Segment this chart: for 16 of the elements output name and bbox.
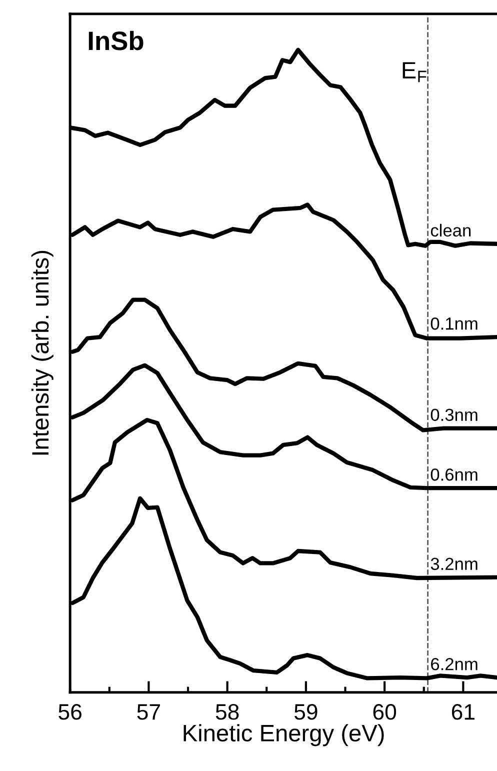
series-label: 0.6nm <box>430 468 478 481</box>
series-label: 6.2nm <box>431 658 478 670</box>
x-tick-label: 58 <box>216 704 239 720</box>
x-tick-label: 56 <box>58 704 82 720</box>
annotation: InSb <box>88 30 144 50</box>
series-label: 0.1nm <box>430 317 478 330</box>
x-tick-label: 59 <box>294 704 318 720</box>
x-axis-title: Kinetic Energy (eV) <box>184 724 384 746</box>
series-label: 0.3nm <box>430 408 478 422</box>
y-axis-title: Intensity (arb. units) <box>31 250 54 455</box>
x-tick-label: 60 <box>373 704 396 720</box>
series-label: 3.2nm <box>430 558 478 570</box>
series-label: clean <box>430 224 471 237</box>
x-tick-label: 57 <box>137 704 160 720</box>
ref-line-label: E$_{F}$ <box>402 62 426 82</box>
x-tick-label: 61 <box>452 704 474 720</box>
